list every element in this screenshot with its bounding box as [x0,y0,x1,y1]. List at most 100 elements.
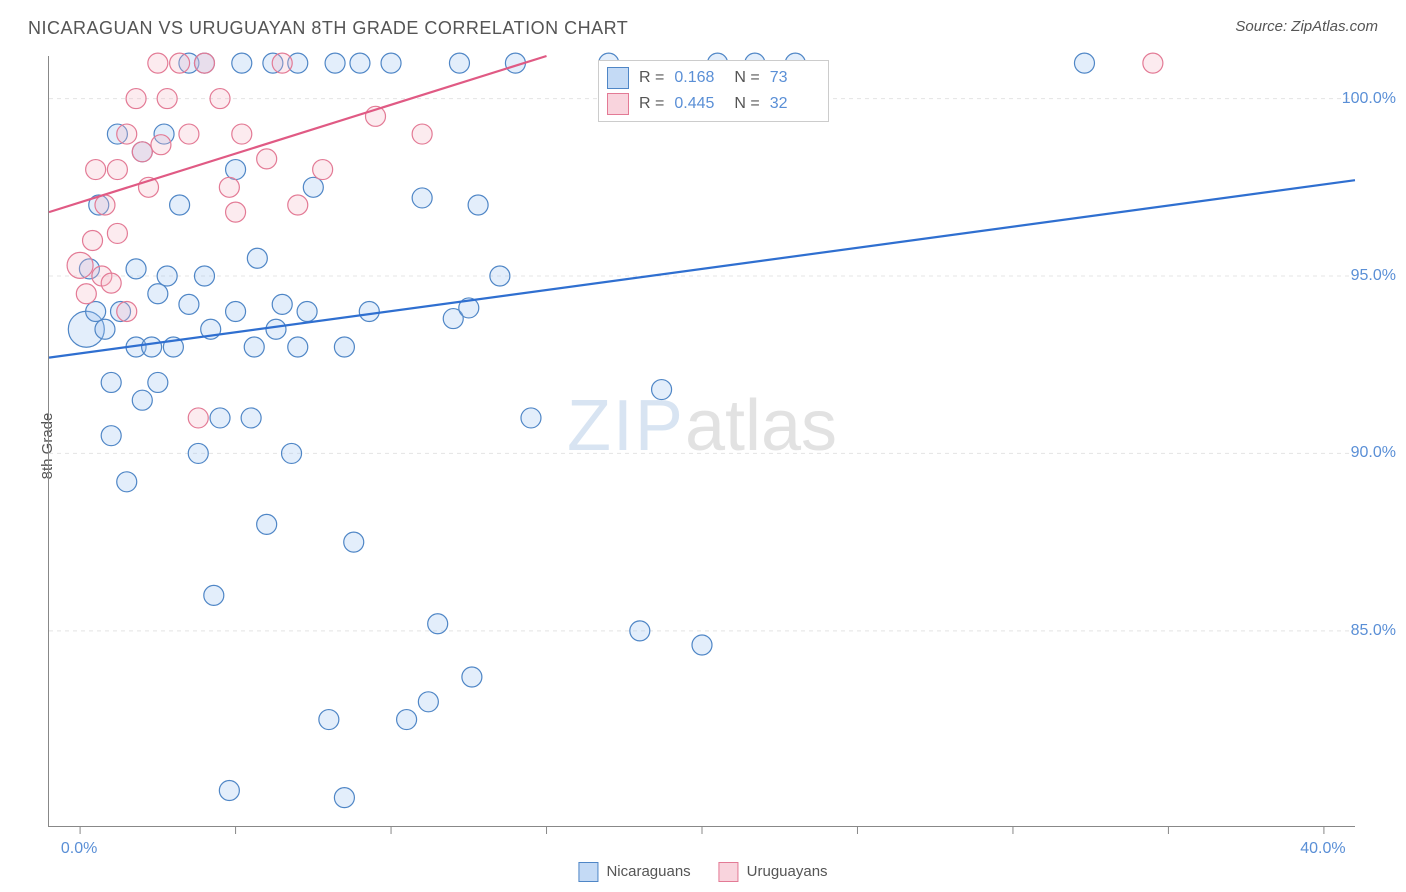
data-point [303,177,323,197]
data-point [630,621,650,641]
data-point [194,266,214,286]
legend-swatch-icon [578,862,598,882]
stat-r-label: R = [639,95,664,113]
chart-title: NICARAGUAN VS URUGUAYAN 8TH GRADE CORREL… [28,18,628,39]
data-point [272,294,292,314]
data-point [226,160,246,180]
data-point [148,284,168,304]
legend-swatch-icon [607,67,629,89]
source-label: Source: [1235,18,1291,35]
data-point [188,443,208,463]
data-point [157,266,177,286]
data-point [288,195,308,215]
data-point [101,273,121,293]
data-point [313,160,333,180]
data-point [266,319,286,339]
data-point [490,266,510,286]
data-point [210,408,230,428]
stat-n-value: 73 [770,69,820,87]
stat-n-label: N = [734,95,759,113]
data-point [132,390,152,410]
data-point [86,160,106,180]
data-point [334,337,354,357]
data-point [468,195,488,215]
source-attribution: Source: ZipAtlas.com [1235,18,1378,35]
regression-line-nicaraguans [49,180,1355,357]
data-point [117,124,137,144]
y-tick-label: 85.0% [1351,622,1396,640]
data-point [1074,53,1094,73]
x-tick-label: 40.0% [1300,840,1345,858]
chart-plot-area: ZIPatlas R =0.168N =73R =0.445N =32 [48,56,1355,827]
stat-n-value: 32 [770,95,820,113]
data-point [210,89,230,109]
data-point [219,177,239,197]
data-point [334,788,354,808]
data-point [462,667,482,687]
data-point [148,372,168,392]
data-point [179,124,199,144]
data-point [148,53,168,73]
y-tick-label: 95.0% [1351,267,1396,285]
legend-item: Nicaraguans [578,862,690,882]
data-point [344,532,364,552]
data-point [151,135,171,155]
data-point [288,337,308,357]
data-point [325,53,345,73]
stats-legend-box: R = 0.168 N = 73 R = 0.445 N = 32 [598,60,829,122]
x-tick-label: 0.0% [61,840,97,858]
legend-label: Nicaraguans [606,863,690,880]
data-point [76,284,96,304]
data-point [126,89,146,109]
data-point [226,301,246,321]
source-value: ZipAtlas.com [1291,18,1378,35]
data-point [692,635,712,655]
data-point [157,89,177,109]
data-point [107,223,127,243]
stats-legend-row: R = 0.445 N = 32 [607,91,820,117]
data-point [412,124,432,144]
data-point [170,53,190,73]
data-point [244,337,264,357]
data-point [194,53,214,73]
stats-legend-row: R = 0.168 N = 73 [607,65,820,91]
data-point [257,514,277,534]
stat-r-value: 0.168 [674,69,724,87]
data-point [107,160,127,180]
data-point [179,294,199,314]
y-tick-label: 100.0% [1342,90,1396,108]
data-point [67,252,93,278]
data-point [241,408,261,428]
series-nicaraguans [68,53,1094,808]
data-point [132,142,152,162]
data-point [297,301,317,321]
stat-r-value: 0.445 [674,95,724,113]
data-point [247,248,267,268]
data-point [86,301,106,321]
data-point [101,426,121,446]
legend-swatch-icon [719,862,739,882]
y-tick-label: 90.0% [1351,444,1396,462]
data-point [381,53,401,73]
data-point [170,195,190,215]
data-point [272,53,292,73]
data-point [1143,53,1163,73]
data-point [282,443,302,463]
legend-label: Uruguayans [747,863,828,880]
series-legend: Nicaraguans Uruguayans [578,862,827,882]
data-point [126,259,146,279]
data-point [95,195,115,215]
legend-item: Uruguayans [719,862,828,882]
data-point [232,124,252,144]
data-point [232,53,252,73]
data-point [449,53,469,73]
data-point [188,408,208,428]
data-point [226,202,246,222]
data-point [117,472,137,492]
data-point [521,408,541,428]
stat-r-label: R = [639,69,664,87]
data-point [428,614,448,634]
stat-n-label: N = [734,69,759,87]
data-point [83,231,103,251]
data-point [204,585,224,605]
